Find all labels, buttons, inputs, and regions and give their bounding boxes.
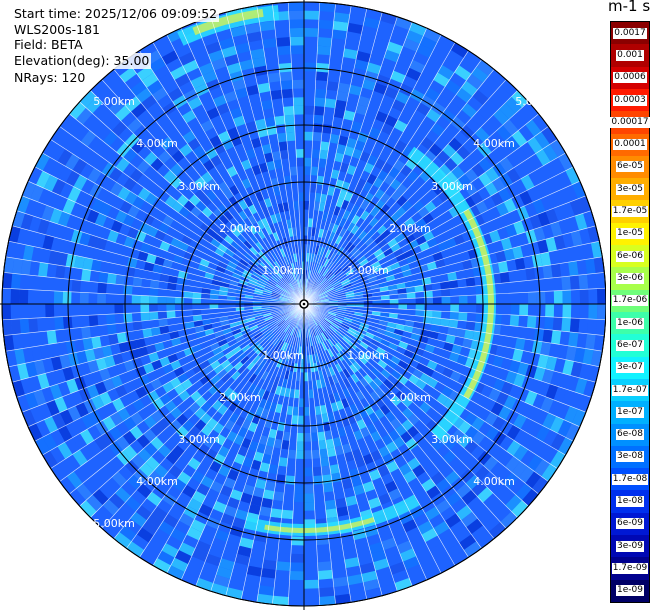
colorbar-tick-label: 0.0003 (613, 94, 647, 106)
field-text: Field: BETA (12, 37, 85, 53)
colorbar-tick-label: 6e-05 (616, 161, 644, 173)
colorbar-step: 0.0001 (611, 133, 649, 156)
instrument-id-text: WLS200s-181 (12, 22, 102, 38)
start-time-text: Start time: 2025/12/06 09:09:52 (12, 6, 220, 22)
nrays-text: NRays: 120 (12, 70, 88, 86)
colorbar-tick-label: 1.7e-07 (611, 384, 649, 396)
colorbar-tick-label: 1e-05 (616, 228, 644, 240)
colorbar-tick-label: 0.001 (616, 49, 644, 61)
range-label-3km: 3.00km (431, 180, 473, 193)
colorbar-step: 6e-05 (611, 155, 649, 179)
colorbar-tick-label: 1e-08 (616, 496, 644, 508)
colorbar-step: 0.00017 (610, 111, 650, 134)
colorbar-tick-label: 1e-06 (616, 317, 644, 329)
colorbar-step: 3e-07 (611, 356, 649, 379)
range-label-2km: 2.00km (389, 391, 431, 404)
colorbar-step: 1e-07 (611, 401, 649, 424)
colorbar-step: 0.0006 (611, 66, 649, 89)
range-label-5km: 5.00km (93, 95, 135, 108)
colorbar-tick-label: 3e-09 (616, 540, 644, 552)
colorbar-step: 1e-05 (611, 222, 649, 246)
range-label-1km: 1.00km (347, 264, 389, 277)
range-label-3km: 3.00km (431, 433, 473, 446)
colorbar-tick-label: 3e-07 (616, 362, 644, 374)
colorbar-step: 1.7e-09 (611, 557, 649, 580)
colorbar-tick-label: 1.7e-08 (611, 473, 649, 485)
colorbar-tick-label: 1.7e-05 (611, 206, 649, 218)
colorbar-tick-label: 1.7e-06 (611, 295, 649, 307)
range-label-5km: 5.00km (93, 517, 135, 530)
range-label-2km: 2.00km (219, 391, 261, 404)
colorbar-tick-label: 0.0017 (613, 27, 647, 39)
range-label-1km: 1.00km (262, 349, 304, 362)
range-label-4km: 4.00km (136, 475, 178, 488)
colorbar: 0.0017 0.001 0.0006 0.0003 0.00017 0.0001 6e-0… (610, 21, 650, 603)
ppi-scan-map: 1.00km 1.00km 1.00km 1.00km 2.00km 2.00km 2.00… (0, 0, 606, 610)
colorbar-step: 3e-08 (611, 445, 649, 469)
colorbar-tick-label: 0.0001 (613, 139, 647, 151)
range-label-1km: 1.00km (262, 264, 304, 277)
range-label-4km: 4.00km (473, 475, 515, 488)
colorbar-tick-label: 0.0006 (613, 72, 647, 84)
colorbar-tick-label: 1.7e-09 (611, 563, 649, 575)
backscatter-cells (2, 2, 606, 606)
colorbar-step: 1.7e-07 (611, 378, 649, 402)
colorbar-tick-label: 6e-07 (616, 339, 644, 351)
elevation-text: Elevation(deg): 35.00 (12, 53, 152, 69)
colorbar-tick-label: 6e-06 (616, 250, 644, 262)
colorbar-step: 6e-09 (611, 512, 649, 536)
range-label-5km: 5.00km (515, 517, 557, 530)
range-label-2km: 2.00km (389, 222, 431, 235)
colorbar-tick-label: 6e-08 (616, 429, 644, 441)
radar-center-marker (299, 299, 309, 309)
colorbar-tick-label: 3e-05 (616, 183, 644, 195)
colorbar-tick-label: 1e-09 (616, 585, 644, 597)
colorbar-tick-label: 1e-07 (616, 406, 644, 418)
colorbar-step: 6e-06 (611, 245, 649, 268)
colorbar-tick-label: 3e-06 (616, 273, 644, 285)
colorbar-step: 1.7e-08 (611, 468, 649, 491)
range-label-5km: 5.00km (515, 95, 557, 108)
colorbar-step: 0.001 (611, 44, 649, 67)
colorbar-step: 6e-08 (611, 423, 649, 446)
colorbar-tick-label: 3e-08 (616, 451, 644, 463)
colorbar-step: 0.0003 (611, 88, 649, 112)
colorbar-step: 1e-08 (611, 490, 649, 513)
colorbar-step: 3e-06 (611, 267, 649, 290)
range-label-group: 1.00km 1.00km 1.00km 1.00km 2.00km 2.00km 2.00… (93, 95, 557, 530)
range-label-1km: 1.00km (347, 349, 389, 362)
colorbar-tick-label: 0.00017 (610, 116, 650, 128)
colorbar-step: 1e-06 (611, 312, 649, 335)
range-label-3km: 3.00km (178, 180, 220, 193)
range-label-4km: 4.00km (473, 137, 515, 150)
colorbar-step: 1.7e-06 (611, 289, 649, 312)
colorbar-step: 1.7e-05 (611, 200, 649, 223)
range-label-4km: 4.00km (136, 137, 178, 150)
colorbar-step: 6e-07 (611, 334, 649, 357)
colorbar-step: 1e-09 (611, 579, 649, 602)
range-label-3km: 3.00km (178, 433, 220, 446)
colorbar-unit-label: m-1 sr-1 (608, 0, 650, 15)
colorbar-step: 0.0017 (611, 22, 649, 45)
colorbar-tick-label: 6e-09 (616, 518, 644, 530)
range-label-2km: 2.00km (219, 222, 261, 235)
colorbar-step: 3e-05 (611, 178, 649, 201)
ray-sector-lines (2, 2, 606, 606)
colorbar-step: 3e-09 (611, 535, 649, 558)
